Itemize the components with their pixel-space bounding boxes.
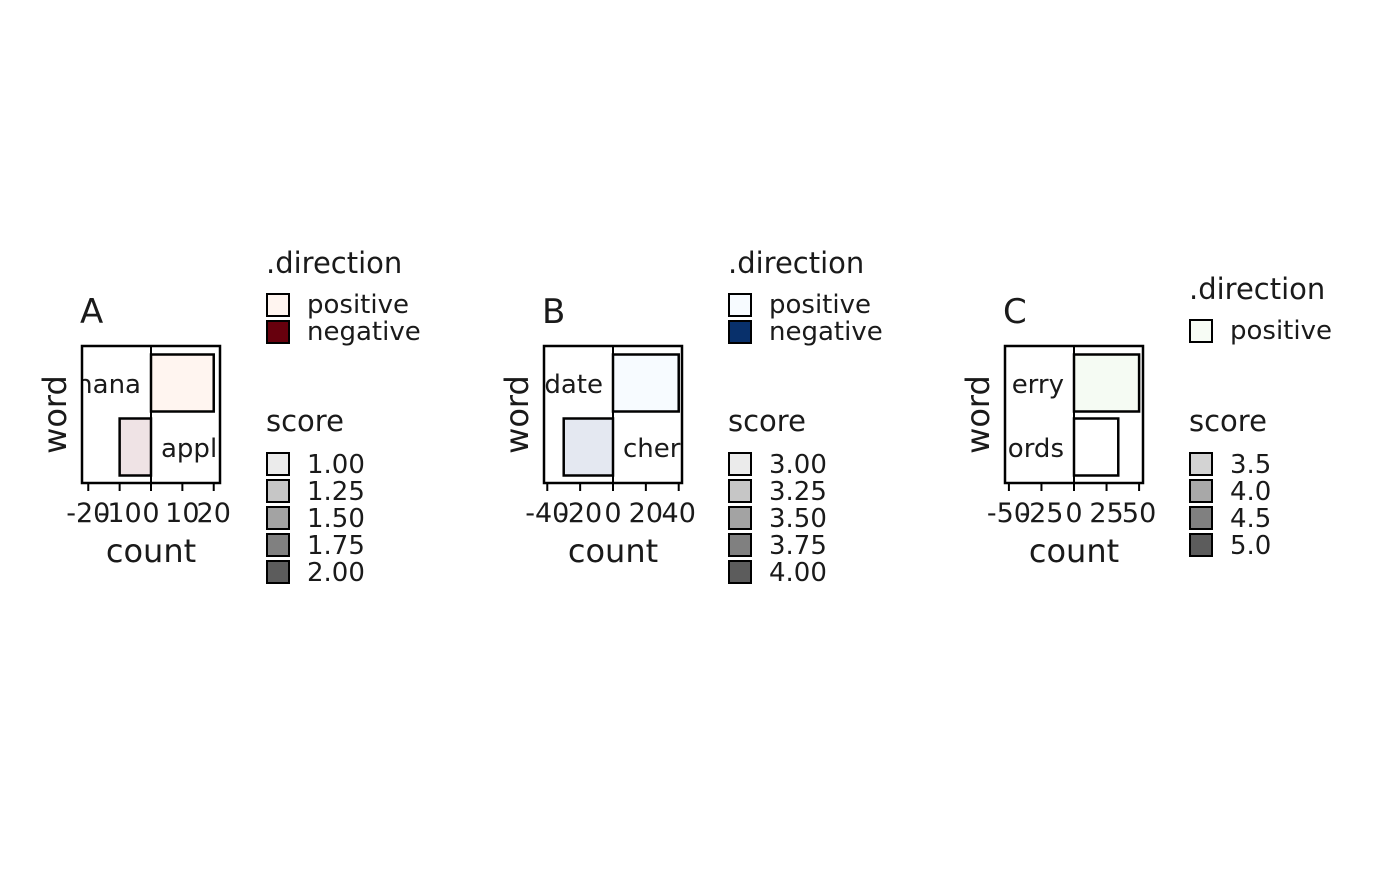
bar-cherry [562,417,615,477]
bar-label-fjords: ords [1008,434,1064,464]
x-tick-label: 0 [604,498,621,529]
panel-tag: C [1003,292,1027,332]
x-tick-label: 20 [197,498,231,529]
legend-score-label: 3.75 [769,531,827,561]
y-axis-title: word [498,375,536,454]
legend-direction-title: .direction [1189,272,1325,306]
bar-date [611,353,680,413]
bar-label-elderberry: erry [1012,370,1064,400]
legend-direction-key [728,293,752,317]
legend-score-key [266,560,290,584]
x-tick-label: 0 [1065,498,1082,529]
x-tick-label: -40 [525,498,569,529]
x-axis-title: count [1029,532,1119,570]
legend-direction-label: positive [1230,316,1332,346]
x-tick-label: 50 [1122,498,1156,529]
legend-score-label: 2.00 [307,558,365,588]
legend-direction-key [266,293,290,317]
legend-score-label: 4.5 [1230,504,1271,534]
x-tick-label: -10 [98,498,142,529]
legend-score-key [728,533,752,557]
legend-score-label: 3.50 [769,504,827,534]
legend-score-label: 1.75 [307,531,365,561]
bar-banana [149,353,215,413]
y-axis-title: word [36,375,74,454]
legend-score-key [266,533,290,557]
x-tick-label: -25 [1019,498,1063,529]
x-tick-label: 25 [1089,498,1123,529]
y-axis-title: word [959,375,997,454]
legend-score-key [266,506,290,530]
legend-score-title: score [728,404,806,438]
panel-tag: B [542,292,565,332]
legend-direction-label: negative [307,317,421,347]
legend-direction-label: positive [307,290,409,320]
legend-score-label: 1.50 [307,504,365,534]
legend-score-title: score [266,404,344,438]
x-tick-label: 40 [662,498,696,529]
legend-score-title: score [1189,404,1267,438]
legend-direction-label: positive [769,290,871,320]
legend-score-key [1189,506,1213,530]
legend-score-key [728,506,752,530]
x-axis-title: count [568,532,658,570]
bar-label-date: date [544,370,603,400]
x-tick-label: -20 [558,498,602,529]
x-tick-label: -20 [66,498,110,529]
bar-label-cherry: cher [623,434,681,464]
legend-direction-key [728,320,752,344]
legend-score-label: 4.0 [1230,477,1271,507]
legend-direction-title: .direction [266,246,402,280]
x-axis-title: count [106,532,196,570]
x-tick-label: 0 [142,498,159,529]
legend-score-key [728,452,752,476]
legend-score-label: 3.00 [769,450,827,480]
legend-score-key [266,479,290,503]
bar-apple [118,417,153,477]
bar-label-apple: appl [161,434,217,464]
legend-score-label: 3.5 [1230,450,1271,480]
x-tick-label: 10 [165,498,199,529]
legend-score-label: 5.0 [1230,531,1271,561]
bar-label-banana: nana [76,370,141,400]
legend-score-label: 3.25 [769,477,827,507]
legend-score-label: 1.00 [307,450,365,480]
legend-direction-label: negative [769,317,883,347]
x-tick-label: 20 [629,498,663,529]
bar-fjords [1072,417,1120,477]
legend-score-label: 1.25 [307,477,365,507]
panel-tag: A [80,292,103,332]
bar-elderberry [1072,353,1141,413]
legend-score-key [1189,479,1213,503]
legend-direction-key [266,320,290,344]
legend-score-key [728,479,752,503]
legend-score-key [1189,452,1213,476]
x-tick-label: -50 [987,498,1031,529]
legend-score-label: 4.00 [769,558,827,588]
legend-direction-key [1189,319,1213,343]
legend-direction-title: .direction [728,246,864,280]
legend-score-key [266,452,290,476]
legend-score-key [1189,533,1213,557]
legend-score-key [728,560,752,584]
